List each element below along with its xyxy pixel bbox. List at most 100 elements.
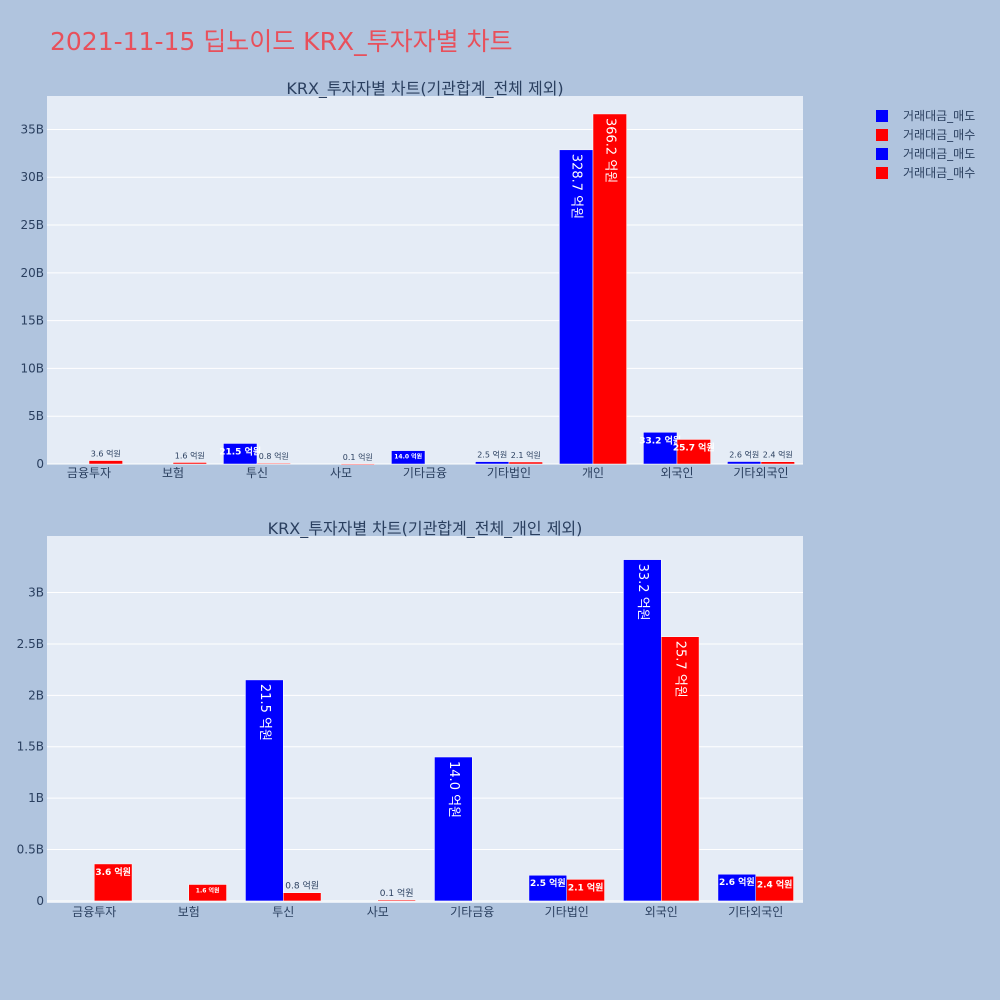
bar-value-label: 21.5 억원 xyxy=(257,684,272,741)
x-tick-label: 기타금융 xyxy=(450,905,494,919)
bar-value-label: 0.8 억원 xyxy=(285,880,319,892)
chart-title: KRX_투자자별 차트(기관합계_전체_개인 제외) xyxy=(268,519,583,539)
x-tick-label: 기타금융 xyxy=(403,466,447,480)
y-tick-label: 2B xyxy=(28,688,44,702)
legend-swatch-buy xyxy=(876,166,888,179)
bar-sell xyxy=(475,461,510,465)
bar-value-label: 0.1 억원 xyxy=(343,452,373,462)
bar-value-label: 1.6 억원 xyxy=(175,450,205,460)
bar-value-label: 33.2 억원 xyxy=(639,434,681,446)
bar-sell xyxy=(391,450,426,465)
bar-buy xyxy=(592,113,627,465)
x-tick-label: 투신 xyxy=(272,905,294,919)
y-tick-label: 0.5B xyxy=(17,843,44,857)
y-tick-label: 3B xyxy=(28,586,44,600)
bar-value-label: 25.7 억원 xyxy=(673,641,688,698)
bar-value-label: 2.5 억원 xyxy=(477,450,507,460)
bar-value-label: 14.0 억원 xyxy=(394,453,422,461)
legend-item-buy[interactable]: 거래대금_매수 xyxy=(876,163,975,182)
plot-area xyxy=(47,96,803,464)
legend-label: 거래대금_매도 xyxy=(903,109,976,123)
bar-value-label: 0.1 억원 xyxy=(380,887,414,899)
bar-buy xyxy=(172,462,207,465)
bar-sell xyxy=(245,679,284,902)
bar-value-label: 3.6 억원 xyxy=(95,866,131,878)
x-tick-label: 사모 xyxy=(367,905,389,919)
x-tick-label: 기타외국인 xyxy=(728,905,783,919)
bar-sell xyxy=(559,149,594,465)
legend-item-buy[interactable]: 거래대금_매수 xyxy=(876,125,975,144)
bar-sell xyxy=(528,874,568,902)
legend-item-sell[interactable]: 거래대금_매도 xyxy=(876,144,975,163)
legend-swatch-sell xyxy=(876,147,888,160)
bar-value-label: 2.4 억원 xyxy=(757,878,793,890)
y-tick-label: 35B xyxy=(20,122,44,136)
bar-value-label: 0.8 억원 xyxy=(259,451,289,461)
legend-label: 거래대금_매도 xyxy=(903,147,976,161)
bar-value-label: 3.6 억원 xyxy=(91,449,121,459)
bar-value-label: 1.6 억원 xyxy=(196,886,220,894)
x-tick-label: 투신 xyxy=(246,466,268,480)
y-tick-label: 1B xyxy=(28,791,44,805)
y-tick-label: 25B xyxy=(20,218,44,232)
bar-sell xyxy=(727,461,762,465)
bar-value-label: 21.5 억원 xyxy=(219,445,261,457)
legend[interactable]: 거래대금_매도 거래대금_매수 거래대금_매도 거래대금_매수 xyxy=(876,106,975,182)
legend-swatch-sell xyxy=(876,109,888,122)
bar-buy xyxy=(340,463,375,465)
legend-label: 거래대금_매수 xyxy=(903,166,976,180)
legend-label: 거래대금_매수 xyxy=(903,128,976,142)
legend-swatch-buy xyxy=(876,128,888,141)
bar-value-label: 2.6 억원 xyxy=(719,876,755,888)
bar-buy xyxy=(88,460,123,465)
y-tick-label: 30B xyxy=(20,170,44,184)
bar-buy xyxy=(755,876,794,902)
x-tick-label: 기타법인 xyxy=(545,905,589,919)
y-tick-label: 15B xyxy=(20,314,44,328)
bar-sell xyxy=(434,756,473,902)
bar-buy xyxy=(283,892,322,902)
chart-title: KRX_투자자별 차트(기관합계_전체 제외) xyxy=(286,79,563,99)
bar-buy xyxy=(760,461,795,465)
bar-value-label: 2.4 억원 xyxy=(763,450,793,460)
y-tick-label: 5B xyxy=(28,409,44,423)
bar-sell xyxy=(717,873,757,902)
x-tick-label: 사모 xyxy=(330,466,352,480)
page-title: 2021-11-15 딥노이드 KRX_투자자별 차트 xyxy=(50,27,513,56)
legend-item-sell[interactable]: 거래대금_매도 xyxy=(876,106,975,125)
bar-buy xyxy=(508,461,543,465)
bar-buy xyxy=(94,863,133,902)
bar-value-label: 14.0 억원 xyxy=(446,761,461,818)
bar-buy xyxy=(256,462,291,465)
bar-buy xyxy=(377,899,416,902)
x-tick-label: 외국인 xyxy=(645,905,678,919)
x-tick-label: 금융투자 xyxy=(72,905,116,919)
y-tick-label: 0 xyxy=(36,457,44,471)
y-tick-label: 20B xyxy=(20,266,44,280)
bar-buy xyxy=(676,439,711,465)
bar-value-label: 328.7 억원 xyxy=(569,154,584,219)
x-tick-label: 기타법인 xyxy=(487,466,531,480)
bar-value-label: 33.2 억원 xyxy=(635,564,650,621)
bar-buy xyxy=(188,884,227,902)
bar-buy xyxy=(661,636,700,902)
y-tick-label: 10B xyxy=(20,361,44,375)
bar-value-label: 2.1 억원 xyxy=(511,450,541,460)
bar-value-label: 25.7 억원 xyxy=(673,441,715,453)
x-tick-label: 금융투자 xyxy=(67,466,111,480)
y-tick-label: 2.5B xyxy=(17,637,44,651)
x-tick-label: 기타외국인 xyxy=(733,466,788,480)
y-tick-label: 1.5B xyxy=(17,740,44,754)
x-tick-label: 보험 xyxy=(162,466,184,480)
bar-buy xyxy=(566,879,605,902)
bar-value-label: 2.5 억원 xyxy=(530,877,566,889)
bar-sell xyxy=(223,443,258,465)
bar-sell xyxy=(623,559,662,902)
x-tick-label: 개인 xyxy=(582,466,604,480)
x-tick-label: 외국인 xyxy=(660,466,693,480)
bar-value-label: 2.6 억원 xyxy=(729,450,759,460)
bar-sell xyxy=(643,432,678,465)
bar-value-label: 2.1 억원 xyxy=(568,881,604,893)
x-tick-label: 보험 xyxy=(178,905,200,919)
